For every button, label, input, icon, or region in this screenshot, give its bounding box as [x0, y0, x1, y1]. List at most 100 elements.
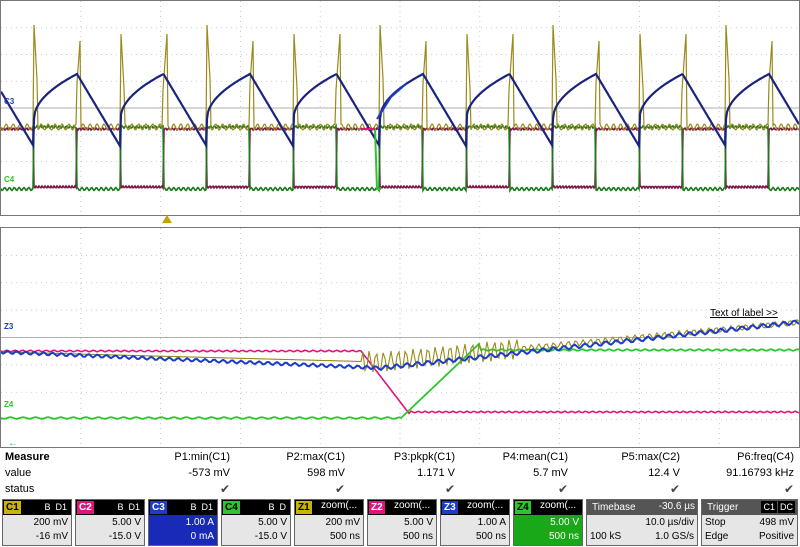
- measure-col-name[interactable]: P5:max(C2): [621, 451, 680, 463]
- descriptor-z4[interactable]: Z4 zoom(... 5.00 V 500 ns: [513, 499, 583, 546]
- badge: B: [266, 501, 277, 513]
- measure-value-row: value -573 mV 598 mV 1.171 V 5.7 mV 12.4…: [0, 466, 800, 481]
- descriptor-c1[interactable]: C1 B D1 200 mV -16 mV: [2, 499, 72, 546]
- descriptor-tag: C1: [4, 501, 21, 514]
- badge: C1: [761, 501, 777, 513]
- measure-table: Measure P1:min(C1) P2:max(C1) P3:pkpk(C1…: [0, 450, 800, 498]
- badge: D1: [126, 501, 142, 513]
- descriptor-z3[interactable]: Z3 zoom(... 1.00 A 500 ns: [440, 499, 510, 546]
- trace-c2: [1, 125, 799, 191]
- descriptor-title: zoom(...: [540, 500, 577, 511]
- back-arrow-icon[interactable]: ←: [8, 438, 18, 449]
- measure-header: Measure: [5, 451, 50, 463]
- descriptor-c3[interactable]: C3 B D1 1.00 A 0 mA: [148, 499, 218, 546]
- descriptor-offset: -15.0 V: [108, 531, 141, 542]
- trigger-slope: Positive: [758, 531, 794, 542]
- descriptor-scale: 1.00 A: [185, 517, 214, 528]
- badge: B: [115, 501, 126, 513]
- zoom-waveform-plot[interactable]: [1, 228, 799, 447]
- descriptor-tag: Z4: [515, 501, 531, 514]
- badge: D1: [53, 501, 69, 513]
- timebase-samples: 100 kS: [590, 531, 622, 542]
- badge: DC: [778, 501, 795, 513]
- status-check-icon: ✔: [783, 482, 794, 496]
- descriptor-title: zoom(...: [394, 500, 431, 511]
- channel-descriptor-bar: C1 B D1 200 mV -16 mV C2 B D1 5.00 V -15.0…: [0, 499, 800, 547]
- descriptor-timebase: 500 ns: [329, 531, 360, 542]
- measure-header-row: Measure P1:min(C1) P2:max(C1) P3:pkpk(C1…: [0, 450, 800, 465]
- zoom-z4-marker[interactable]: Z4: [4, 400, 14, 409]
- badge: D1: [199, 501, 215, 513]
- descriptor-scale: 5.00 V: [404, 517, 433, 528]
- descriptor-scale: 1.00 A: [477, 517, 506, 528]
- descriptor-tag: Z1: [296, 501, 312, 514]
- measure-status-row: status ✔ ✔ ✔ ✔ ✔ ✔: [0, 482, 800, 497]
- measure-value: -573 mV: [188, 467, 230, 479]
- status-check-icon: ✔: [444, 482, 455, 496]
- measure-col-name[interactable]: P2:max(C1): [286, 451, 345, 463]
- descriptor-z1[interactable]: Z1 zoom(... 200 mV 500 ns: [294, 499, 364, 546]
- timebase-rate: 1.0 GS/s: [655, 531, 694, 542]
- measure-value-label: value: [5, 467, 32, 479]
- descriptor-offset: 0 mA: [190, 531, 214, 542]
- descriptor-tag: Z2: [369, 501, 385, 514]
- measure-col-name[interactable]: P1:min(C1): [174, 451, 230, 463]
- main-waveform-grid[interactable]: [0, 0, 800, 216]
- descriptor-timebase: 500 ns: [548, 531, 579, 542]
- status-check-icon: ✔: [557, 482, 568, 496]
- trigger-level: 498 mV: [759, 517, 794, 528]
- descriptor-scale: 200 mV: [33, 517, 68, 528]
- timebase-offset: -30.6 µs: [658, 501, 695, 512]
- trace-c1: [1, 24, 799, 132]
- measure-col-name[interactable]: P3:pkpk(C1): [393, 451, 455, 463]
- zoom-highlight-c3: [376, 82, 408, 120]
- descriptor-scale: 5.00 V: [550, 517, 579, 528]
- descriptor-title: zoom(...: [467, 500, 504, 511]
- descriptor-offset: -15.0 V: [254, 531, 287, 542]
- status-check-icon: ✔: [334, 482, 345, 496]
- descriptor-title: zoom(...: [321, 500, 358, 511]
- badge: B: [42, 501, 53, 513]
- status-check-icon: ✔: [669, 482, 680, 496]
- label-annotation[interactable]: Text of label >>: [710, 308, 778, 319]
- status-check-icon: ✔: [219, 482, 230, 496]
- zoom-z3-marker[interactable]: Z3: [4, 322, 14, 331]
- descriptor-tag: C2: [77, 501, 94, 514]
- measure-status-label: status: [5, 483, 35, 495]
- descriptor-offset: -16 mV: [35, 531, 68, 542]
- measure-value: 91.16793 kHz: [726, 467, 794, 479]
- descriptor-timebase: 500 ns: [475, 531, 506, 542]
- measure-col-name[interactable]: P6:freq(C4): [737, 451, 794, 463]
- timebase-title: Timebase: [592, 502, 636, 513]
- trigger-position-marker[interactable]: [162, 215, 172, 223]
- trigger-descriptor[interactable]: Trigger C1 DC Stop 498 mV Edge Positive: [701, 499, 798, 546]
- descriptor-scale: 5.00 V: [258, 517, 287, 528]
- measure-value: 598 mV: [307, 467, 345, 479]
- descriptor-c2[interactable]: C2 B D1 5.00 V -15.0 V: [75, 499, 145, 546]
- zoom-waveform-grid[interactable]: [0, 227, 800, 448]
- measure-value: 12.4 V: [648, 467, 680, 479]
- timebase-div: 10.0 µs/div: [645, 517, 694, 528]
- descriptor-tag: C3: [150, 501, 167, 514]
- trace-z4: [1, 342, 799, 420]
- descriptor-tag: C4: [223, 501, 240, 514]
- trace-z1: [1, 318, 799, 373]
- trace-z2: [1, 349, 799, 415]
- measure-value: 5.7 mV: [533, 467, 568, 479]
- measure-col-name[interactable]: P4:mean(C1): [502, 451, 568, 463]
- trigger-type: Edge: [705, 531, 729, 542]
- timebase-descriptor[interactable]: Timebase -30.6 µs 10.0 µs/div 100 kS 1.0…: [586, 499, 698, 546]
- trigger-title: Trigger: [707, 502, 739, 513]
- trigger-mode: Stop: [705, 517, 726, 528]
- measure-value: 1.171 V: [417, 467, 455, 479]
- descriptor-scale: 200 mV: [325, 517, 360, 528]
- badge: D: [277, 501, 288, 513]
- descriptor-tag: Z3: [442, 501, 458, 514]
- main-waveform-plot[interactable]: [1, 1, 799, 215]
- descriptor-timebase: 500 ns: [402, 531, 433, 542]
- channel-c3-marker[interactable]: C3: [4, 97, 15, 106]
- descriptor-scale: 5.00 V: [112, 517, 141, 528]
- descriptor-z2[interactable]: Z2 zoom(... 5.00 V 500 ns: [367, 499, 437, 546]
- channel-c4-marker[interactable]: C4: [4, 175, 15, 184]
